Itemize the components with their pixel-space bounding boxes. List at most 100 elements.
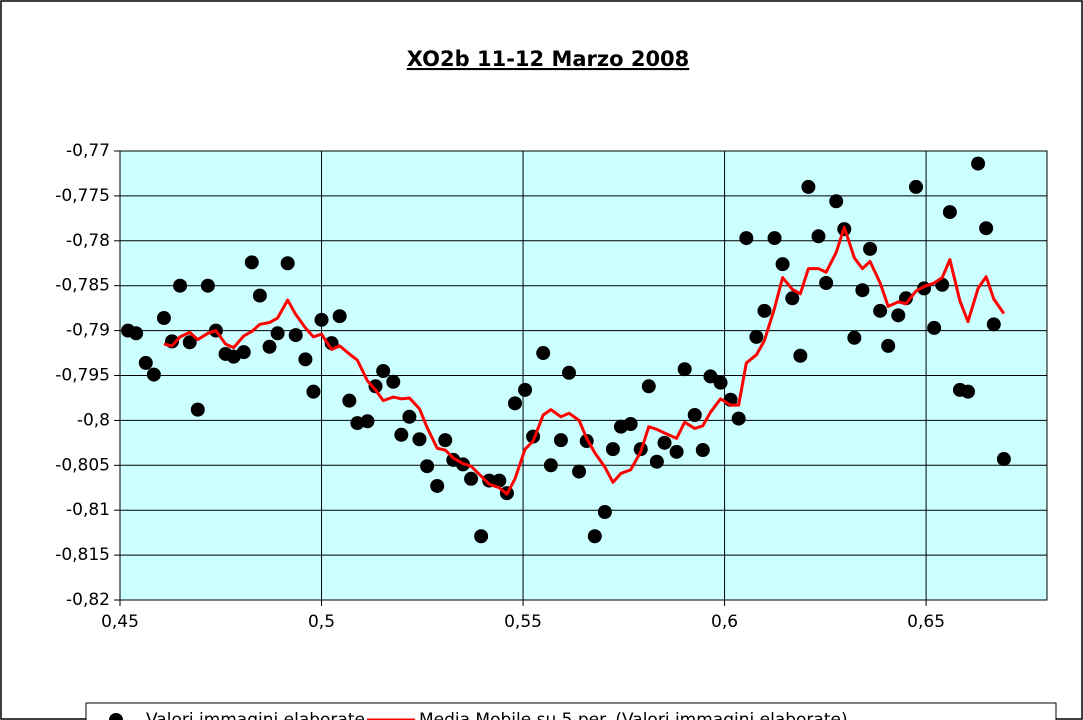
data-point bbox=[731, 411, 746, 426]
data-point bbox=[252, 288, 267, 303]
data-point bbox=[669, 444, 684, 459]
data-point bbox=[394, 427, 409, 442]
x-tick-label: 0,6 bbox=[711, 612, 738, 632]
y-tick-label: -0,82 bbox=[66, 590, 110, 610]
data-point bbox=[270, 326, 285, 341]
data-point bbox=[873, 303, 888, 318]
legend-box bbox=[85, 702, 1057, 720]
data-point bbox=[891, 308, 906, 323]
data-point bbox=[863, 241, 878, 256]
y-tick-label: -0,77 bbox=[66, 141, 110, 161]
data-point bbox=[332, 309, 347, 324]
data-point bbox=[793, 348, 808, 363]
data-point bbox=[190, 402, 205, 417]
data-point bbox=[298, 352, 313, 367]
data-point bbox=[314, 312, 329, 327]
data-point bbox=[412, 432, 427, 447]
y-tick-label: -0,815 bbox=[55, 545, 110, 565]
data-point bbox=[368, 379, 383, 394]
data-point bbox=[507, 396, 522, 411]
data-point bbox=[262, 339, 277, 354]
data-point bbox=[657, 435, 672, 450]
data-point bbox=[855, 283, 870, 298]
data-point bbox=[649, 454, 664, 469]
data-point bbox=[342, 393, 357, 408]
data-point bbox=[687, 408, 702, 423]
data-point bbox=[200, 278, 215, 293]
data-point bbox=[474, 529, 489, 544]
data-point bbox=[280, 256, 295, 271]
data-point bbox=[288, 328, 303, 343]
data-point bbox=[597, 504, 612, 519]
data-point bbox=[801, 179, 816, 194]
chart-title: XO2b 11-12 Marzo 2008 bbox=[407, 47, 690, 71]
y-tick-label: -0,78 bbox=[66, 231, 110, 251]
data-point bbox=[138, 355, 153, 370]
data-point bbox=[986, 317, 1001, 332]
data-point bbox=[677, 362, 692, 377]
y-tick-label: -0,795 bbox=[55, 366, 110, 386]
y-tick-label: -0,79 bbox=[66, 321, 110, 341]
data-point bbox=[146, 367, 161, 382]
data-point bbox=[811, 229, 826, 244]
data-point bbox=[518, 382, 533, 397]
x-tick-label: 0,65 bbox=[907, 612, 945, 632]
legend-label: Valori immagini elaborate bbox=[146, 710, 365, 720]
data-point bbox=[961, 384, 976, 399]
data-point bbox=[386, 374, 401, 389]
data-point bbox=[979, 221, 994, 236]
data-point bbox=[775, 257, 790, 272]
data-point bbox=[927, 320, 942, 335]
data-point bbox=[360, 414, 375, 429]
y-tick-label: -0,805 bbox=[55, 455, 110, 475]
data-point bbox=[430, 478, 445, 493]
data-point bbox=[236, 345, 251, 360]
data-point bbox=[464, 471, 479, 486]
data-point bbox=[819, 276, 834, 291]
data-point bbox=[641, 379, 656, 394]
data-point bbox=[785, 291, 800, 306]
data-point bbox=[543, 458, 558, 473]
data-point bbox=[767, 231, 782, 246]
data-point bbox=[587, 529, 602, 544]
y-tick-label: -0,8 bbox=[77, 410, 110, 430]
y-tick-label: -0,775 bbox=[55, 186, 110, 206]
data-point bbox=[847, 330, 862, 345]
data-point bbox=[829, 194, 844, 209]
data-point bbox=[536, 346, 551, 361]
data-point bbox=[942, 205, 957, 220]
x-tick-label: 0,55 bbox=[504, 612, 542, 632]
data-point bbox=[438, 433, 453, 448]
data-point bbox=[749, 329, 764, 344]
plot-frame bbox=[119, 150, 1048, 601]
data-point bbox=[695, 443, 710, 458]
data-point bbox=[739, 231, 754, 246]
data-point bbox=[572, 464, 587, 479]
legend-swatch bbox=[109, 713, 123, 720]
data-point bbox=[605, 442, 620, 457]
data-point bbox=[909, 179, 924, 194]
data-point bbox=[376, 364, 391, 379]
y-tick-label: -0,785 bbox=[55, 276, 110, 296]
data-point bbox=[623, 416, 638, 431]
data-point bbox=[561, 365, 576, 380]
data-point bbox=[420, 459, 435, 474]
data-point bbox=[553, 433, 568, 448]
data-point bbox=[492, 473, 507, 488]
data-point bbox=[713, 375, 728, 390]
data-point bbox=[757, 303, 772, 318]
data-point bbox=[244, 255, 259, 270]
x-tick-label: 0,5 bbox=[308, 612, 335, 632]
data-point bbox=[306, 384, 321, 399]
legend-label: Media Mobile su 5 per. (Valori immagini … bbox=[419, 710, 848, 720]
data-point bbox=[971, 156, 986, 171]
data-point bbox=[182, 335, 197, 350]
moving-average-line bbox=[163, 225, 1006, 496]
data-point bbox=[129, 326, 144, 341]
data-point bbox=[881, 338, 896, 353]
data-point bbox=[173, 278, 188, 293]
x-tick-label: 0,45 bbox=[101, 612, 139, 632]
y-tick-label: -0,81 bbox=[66, 500, 110, 520]
data-point bbox=[402, 409, 417, 424]
